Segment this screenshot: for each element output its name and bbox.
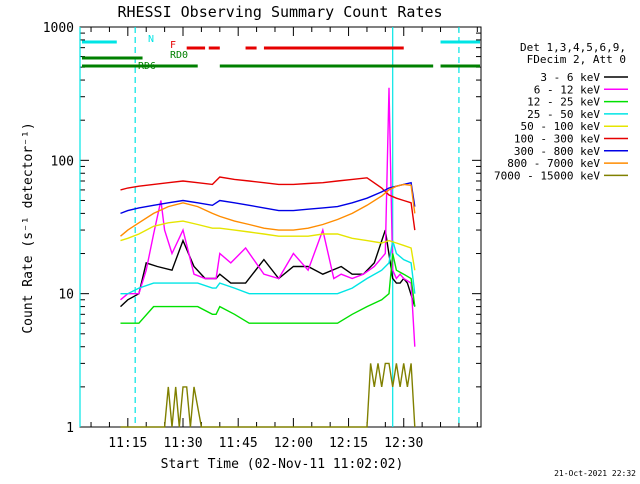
legend: Det 1,3,4,5,6,9,FDecim 2, Att 0 3 - 6 keV… [494, 41, 628, 182]
series-line [120, 87, 416, 347]
x-tick-label: 12:15 [329, 436, 368, 451]
x-tick-label: 12:00 [274, 436, 313, 451]
y-tick-label: 1 [66, 421, 74, 436]
legend-entry-label: 300 - 800 keV [514, 145, 600, 158]
series-line [120, 220, 416, 271]
x-axis-label: Start Time (02-Nov-11 11:02:02) [161, 457, 404, 472]
series-line [120, 362, 416, 428]
legend-entry-label: 100 - 300 keV [514, 133, 600, 146]
series-line [120, 176, 416, 231]
legend-header: Det 1,3,4,5,6,9, [520, 41, 626, 54]
series-line [120, 181, 416, 215]
series-line [120, 253, 416, 324]
flag-label: RD6 [138, 61, 156, 72]
legend-entry-label: 7000 - 15000 keV [494, 169, 600, 182]
series-line [120, 183, 416, 237]
chart-title: RHESSI Observing Summary Count Rates [117, 3, 442, 21]
x-tick-label: 11:45 [219, 436, 258, 451]
legend-header: FDecim 2, Att 0 [527, 53, 626, 66]
legend-entry-label: 800 - 7000 keV [507, 157, 600, 170]
plot-area: 1 10 100 1000 11:15 11:30 11:45 12:00 12:15 12:30… [43, 21, 482, 451]
y-tick-label: 100 [51, 154, 74, 169]
legend-entry-label: 50 - 100 keV [521, 120, 601, 133]
legend-entry-label: 25 - 50 keV [527, 108, 600, 121]
x-tick-label: 11:15 [108, 436, 147, 451]
y-tick-label: 1000 [43, 21, 74, 36]
legend-entry-label: 3 - 6 keV [540, 71, 600, 84]
flag-label: RD0 [170, 50, 188, 61]
legend-entry-label: 12 - 25 keV [527, 96, 600, 109]
y-axis-label: Count Rate (s⁻¹ detector⁻¹) [21, 122, 36, 333]
series-line [120, 240, 416, 295]
flag-label: F [170, 40, 176, 51]
timestamp: 21-Oct-2021 22:32 [554, 469, 636, 478]
legend-entry-label: 6 - 12 keV [534, 83, 601, 96]
flag-label: N [148, 34, 154, 45]
y-tick-label: 10 [58, 288, 74, 303]
x-tick-label: 11:30 [163, 436, 202, 451]
x-tick-label: 12:30 [384, 436, 423, 451]
